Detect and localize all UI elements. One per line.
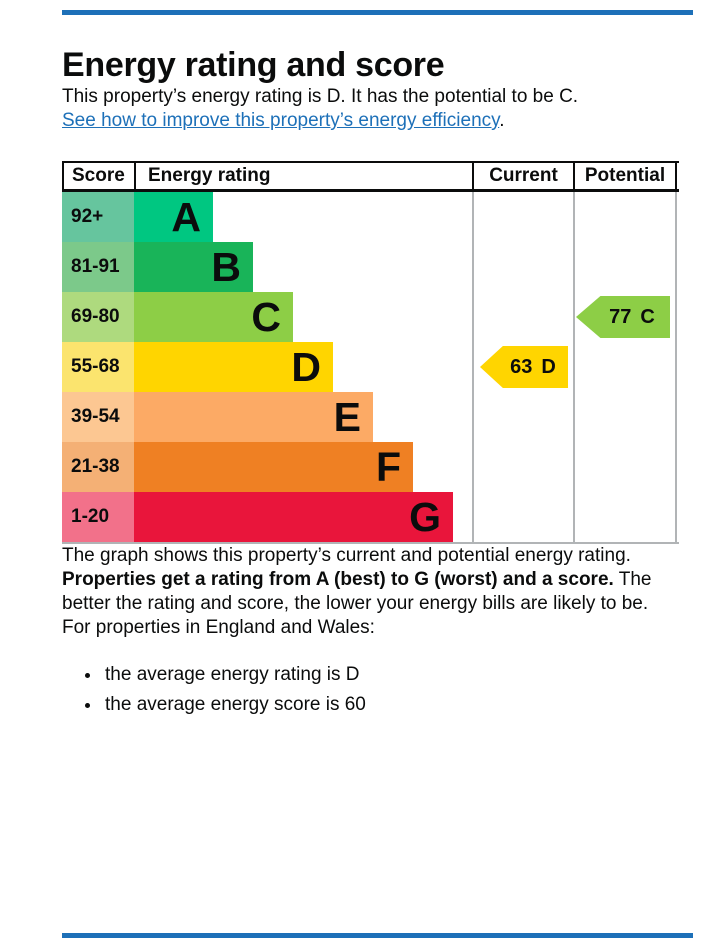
band-score-range: 21-38 [62,442,134,492]
band-row-a: 92+ A [62,192,679,242]
improve-efficiency-link[interactable]: See how to improve this property’s energ… [62,110,500,131]
band-letter: D [291,343,321,390]
averages-list: the average energy rating is D the avera… [62,660,693,720]
current-score: 63 [510,355,533,378]
band-bar-area: C [134,292,472,342]
improve-link-suffix: . [499,110,505,131]
potential-cell [573,242,677,292]
potential-cell [573,492,677,542]
current-cell: 63 D [472,342,573,392]
band-row-e: 39-54 E [62,392,679,442]
potential-rating-arrow: 77 C [576,296,670,338]
band-bar-area: B [134,242,472,292]
energy-certificate-page: Energy rating and score This property’s … [0,10,726,946]
current-cell [472,192,573,242]
potential-score: 77 [609,305,632,328]
band-bar-area: E [134,392,472,442]
band-letter: G [409,493,441,540]
rating-explanation: Properties get a rating from A (best) to… [62,568,693,616]
potential-cell [573,442,677,492]
current-band: D [541,355,556,378]
potential-band: C [640,305,655,328]
band-score-range: 1-20 [62,492,134,542]
column-header-score: Score [62,163,134,189]
improve-link-line: See how to improve this property’s energ… [62,109,693,133]
band-score-range: 69-80 [62,292,134,342]
page-title: Energy rating and score [62,46,445,84]
average-score-item: the average energy score is 60 [102,690,693,720]
current-cell [472,292,573,342]
band-row-g: 1-20 G [62,492,679,542]
band-row-d: 55-68 D 63 D [62,342,679,392]
band-score-range: 55-68 [62,342,134,392]
band-letter: C [251,293,281,340]
band-score-range: 92+ [62,192,134,242]
column-header-potential: Potential [573,163,677,189]
band-bar: B [134,242,253,292]
band-score-range: 39-54 [62,392,134,442]
band-bar: E [134,392,373,442]
column-header-current: Current [472,163,573,189]
rating-summary-text: This property’s energy rating is D. It h… [62,86,579,107]
current-cell [472,442,573,492]
rating-explanation-bold: Properties get a rating from A (best) to… [62,569,614,590]
band-letter: B [211,243,241,290]
band-letter: A [171,193,201,240]
band-letter: E [333,393,361,440]
potential-cell [573,392,677,442]
band-bar-area: A [134,192,472,242]
potential-cell [573,192,677,242]
band-bar: C [134,292,293,342]
band-bar: A [134,192,213,242]
region-line: For properties in England and Wales: [62,617,375,638]
potential-cell: 77 C [573,292,677,342]
potential-cell [573,342,677,392]
band-bar: D [134,342,333,392]
rating-explanation-rest: The better the rating and score, the low… [62,569,652,614]
band-bar-area: G [134,492,472,542]
current-cell [472,492,573,542]
band-row-f: 21-38 F [62,442,679,492]
current-cell [472,242,573,292]
band-bar: F [134,442,413,492]
band-bar-area: F [134,442,472,492]
current-rating-arrow: 63 D [480,346,568,388]
chart-body: 92+ A 81-91 B 69-80 C 77 C 55-68 D 63 D 39-54 E 21-38 F… [62,192,679,544]
current-cell [472,392,573,442]
band-bar: G [134,492,453,542]
band-letter: F [375,443,401,490]
energy-rating-chart: Score Energy rating Current Potential 92… [62,161,679,544]
band-bar-area: D [134,342,472,392]
band-row-b: 81-91 B [62,242,679,292]
average-rating-item: the average energy rating is D [102,660,693,690]
band-score-range: 81-91 [62,242,134,292]
section-divider-top [62,10,693,15]
band-row-c: 69-80 C 77 C [62,292,679,342]
graph-caption: The graph shows this property’s current … [62,545,631,566]
chart-header-row: Score Energy rating Current Potential [62,161,679,192]
column-header-energy-rating: Energy rating [134,163,472,189]
